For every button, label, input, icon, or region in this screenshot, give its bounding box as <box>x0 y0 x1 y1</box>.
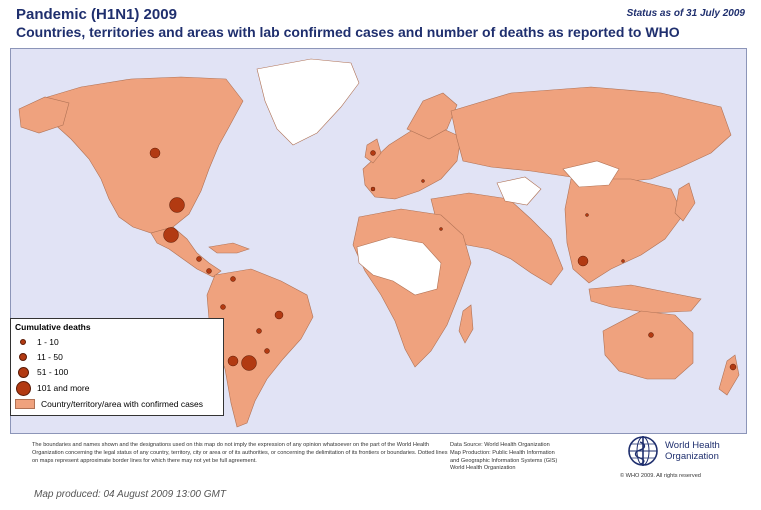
death-marker-uruguay <box>264 348 270 354</box>
madagascar <box>458 304 474 344</box>
who-name-line1: World Health <box>665 440 720 451</box>
death-marker-paraguay <box>256 328 262 334</box>
central-asia-no-cases <box>496 176 542 206</box>
disclaimer-text: The boundaries and names shown and the d… <box>32 442 448 464</box>
legend-item-101-more: 101 and more <box>15 380 89 396</box>
death-marker-uk <box>370 150 376 156</box>
death-marker-usa <box>169 197 185 213</box>
who-emblem-icon <box>628 436 658 466</box>
legend-title: Cumulative deaths <box>15 322 91 332</box>
status-date: Status as of 31 July 2009 <box>626 8 745 19</box>
map-title: Pandemic (H1N1) 2009 <box>16 6 177 23</box>
death-marker-new-zealand <box>729 363 737 371</box>
marker-small-icon <box>19 353 27 361</box>
east-asia <box>564 178 684 284</box>
death-marker-peru <box>220 304 226 310</box>
confirmed-area-swatch <box>15 399 35 409</box>
japan <box>674 182 696 222</box>
death-marker-brazil <box>274 310 284 320</box>
who-name-line2: Organization <box>665 451 719 462</box>
legend-item-51-100: 51 - 100 <box>15 365 68 379</box>
marker-large-icon <box>15 380 31 396</box>
mongolia <box>562 160 620 188</box>
who-logo: World Health Organization <box>626 434 720 468</box>
map-production-text: Map Production: Public Health Informatio… <box>450 449 555 456</box>
copyright-text: © WHO 2009. All rights reserved <box>620 473 701 479</box>
data-source-text: Data Source: World Health Organization <box>450 442 550 448</box>
legend-item-confirmed-area: Country/territory/area with confirmed ca… <box>15 399 203 409</box>
death-marker-china <box>585 213 589 217</box>
death-marker-chile <box>227 355 239 367</box>
map-production-text-2: and Geographic Information Systems (GIS) <box>450 457 558 464</box>
death-marker-australia <box>648 332 654 338</box>
death-marker-mexico <box>163 227 179 243</box>
greenland <box>256 58 360 146</box>
marker-smallest-icon <box>20 339 26 345</box>
death-marker-canada <box>149 147 161 159</box>
caribbean-islands <box>208 242 250 254</box>
north-america <box>40 76 244 234</box>
map-subtitle: Countries, territories and areas with la… <box>16 24 680 40</box>
death-marker-thailand <box>577 255 589 267</box>
death-marker-argentina <box>241 355 257 371</box>
legend-item-1-10: 1 - 10 <box>15 335 59 349</box>
death-marker-costa-rica <box>206 268 212 274</box>
map-production-text-3: World Health Organization <box>450 465 516 472</box>
europe <box>362 126 462 200</box>
death-marker-colombia <box>230 276 236 282</box>
legend-item-11-50: 11 - 50 <box>15 350 63 364</box>
africa-no-cases <box>356 236 442 296</box>
death-marker-philippines <box>621 259 625 263</box>
death-marker-egypt <box>439 227 443 231</box>
map-produced-date: Map produced: 04 August 2009 13:00 GMT <box>34 489 226 500</box>
alaska <box>18 96 70 134</box>
credits-block: Data Source: World Health Organization M… <box>450 442 610 473</box>
russia-north-asia <box>450 86 732 184</box>
scandinavia <box>406 92 458 140</box>
marker-medium-icon <box>17 366 29 378</box>
death-marker-hungary <box>421 179 425 183</box>
death-marker-guatemala <box>196 256 202 262</box>
death-marker-spain <box>370 186 376 192</box>
southeast-asia-islands <box>588 284 702 314</box>
map-legend: Cumulative deaths 1 - 10 11 - 50 51 - 10… <box>10 318 224 416</box>
australia <box>602 310 694 380</box>
